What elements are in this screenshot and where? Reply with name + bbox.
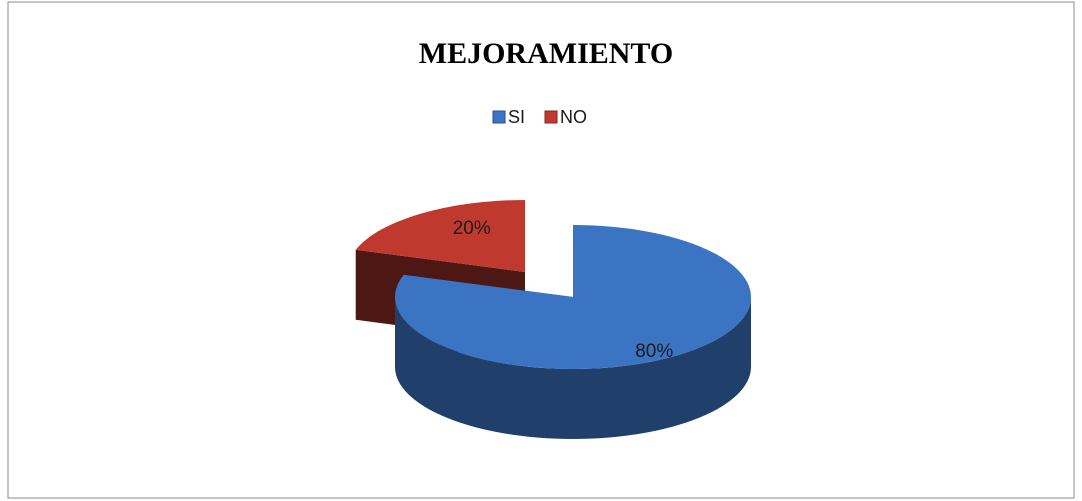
legend-label: NO — [560, 107, 587, 127]
slice-side — [395, 297, 751, 439]
legend-swatch — [544, 110, 558, 124]
data-label: 20% — [453, 218, 491, 239]
data-label: 80% — [635, 341, 673, 362]
slice — [355, 200, 525, 272]
chart-title: MEJORAMIENTO — [419, 37, 673, 70]
slice — [394, 225, 751, 370]
legend-label: SI — [508, 107, 525, 127]
legend-swatch — [492, 110, 506, 124]
